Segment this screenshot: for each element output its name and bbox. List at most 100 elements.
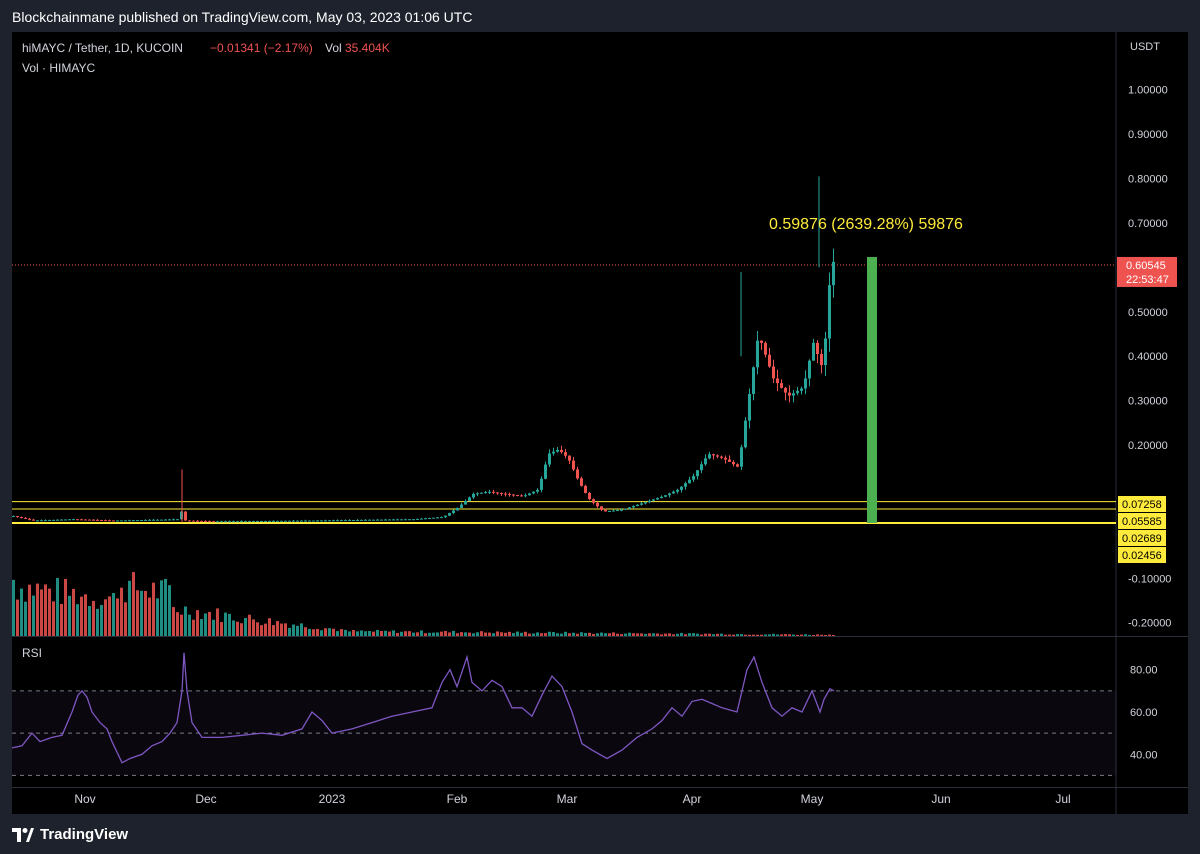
- candle-body: [680, 486, 683, 490]
- candle-body: [108, 520, 111, 522]
- volume-bar: [572, 632, 575, 636]
- candle-body: [148, 519, 151, 521]
- candle-body: [312, 520, 315, 522]
- candle-body: [336, 520, 339, 522]
- candle-body: [568, 455, 571, 461]
- volume-bar: [600, 632, 603, 636]
- volume-bar: [512, 633, 515, 636]
- candle-body: [612, 510, 615, 512]
- volume-bar: [628, 632, 631, 636]
- candle-body: [464, 500, 467, 505]
- volume-bar: [616, 633, 619, 636]
- volume-bar: [764, 634, 767, 636]
- candle-body: [740, 447, 743, 467]
- price-tick-label: 0.50000: [1128, 307, 1168, 319]
- horizontal-levels: [12, 264, 1116, 524]
- volume-bar: [120, 587, 123, 636]
- volume-bar: [716, 633, 719, 636]
- candle-body: [88, 519, 91, 521]
- candle-body: [584, 485, 587, 493]
- candle-body: [476, 493, 479, 495]
- volume-bar: [752, 634, 755, 636]
- candle-body: [48, 519, 51, 521]
- candle-body: [188, 520, 191, 522]
- candle-body: [668, 493, 671, 496]
- volume-bar: [468, 632, 471, 636]
- volume-bar: [84, 594, 87, 636]
- price-measurement[interactable]: 0.59876 (2639.28%) 59876: [769, 216, 963, 523]
- candles: [12, 176, 835, 523]
- candle-body: [256, 521, 259, 523]
- volume-bar: [412, 632, 415, 636]
- volume-bar: [336, 631, 339, 636]
- symbol-legend[interactable]: hiMAYC / Tether, 1D, KUCOIN: [22, 41, 183, 55]
- volume-indicator-label[interactable]: Vol · HIMAYC: [22, 61, 95, 75]
- candle-body: [104, 520, 107, 522]
- volume-bar: [540, 633, 543, 636]
- candle-body: [660, 496, 663, 499]
- volume-bar: [116, 598, 119, 636]
- price-tick-label: 0.70000: [1128, 218, 1168, 230]
- candle-body: [628, 507, 631, 509]
- volume-bar: [724, 634, 727, 636]
- volume-bar: [296, 625, 299, 636]
- candle-body: [420, 518, 423, 520]
- volume-bar: [448, 632, 451, 636]
- candle-body: [280, 520, 283, 522]
- volume-bar: [188, 614, 191, 636]
- time-tick-label: May: [801, 792, 824, 806]
- volume-bar: [208, 611, 211, 636]
- volume-bar: [484, 632, 487, 636]
- volume-bar: [176, 612, 179, 636]
- rsi-label[interactable]: RSI: [22, 646, 42, 660]
- candle-body: [492, 491, 495, 493]
- volume-bar: [624, 633, 627, 636]
- candle-body: [300, 520, 303, 522]
- candle-body: [264, 520, 267, 522]
- candle-body: [164, 519, 167, 521]
- time-axis-background: [12, 787, 1116, 814]
- volume-bar: [268, 618, 271, 636]
- candle-body: [384, 519, 387, 521]
- candle-body: [808, 360, 811, 379]
- volume-bar: [220, 622, 223, 636]
- candle-body: [172, 519, 175, 521]
- candle-body: [456, 507, 459, 511]
- volume-bar: [108, 596, 111, 636]
- footer-bar: [0, 818, 1200, 854]
- candle-body: [436, 517, 439, 519]
- candle-body: [688, 479, 691, 484]
- candle-body: [656, 498, 659, 500]
- candle-body: [784, 387, 787, 393]
- vol-prefix: Vol: [325, 41, 342, 55]
- price-tick-label: 0.80000: [1128, 174, 1168, 186]
- candle-body: [580, 478, 583, 486]
- volume-bar: [356, 631, 359, 636]
- candlestick-chart[interactable]: hiMAYC / Tether, 1D, KUCOIN −0.01341 (−2…: [12, 32, 1188, 814]
- time-axis[interactable]: Nov Dec 2023 Feb Mar Apr May Jun Jul: [74, 792, 1070, 806]
- candle-body: [288, 520, 291, 522]
- volume-bar: [488, 632, 491, 636]
- volume-bar: [404, 631, 407, 636]
- candle-body: [424, 518, 427, 520]
- volume-bar: [224, 612, 227, 636]
- volume-bar: [596, 633, 599, 636]
- candle-body: [84, 519, 87, 521]
- volume-bar: [300, 623, 303, 636]
- volume-bar: [72, 588, 75, 636]
- candle-body: [716, 455, 719, 457]
- volume-bar: [388, 631, 391, 636]
- tradingview-logo[interactable]: TradingView: [12, 826, 128, 843]
- candle-body: [168, 519, 171, 521]
- measurement-bar[interactable]: [867, 257, 877, 523]
- volume-bar: [80, 596, 83, 636]
- volume-bar: [704, 633, 707, 636]
- price-axis[interactable]: 1.00000 0.90000 0.80000 0.70000 0.50000 0.400…: [1117, 85, 1177, 762]
- candle-body: [440, 517, 443, 519]
- volume-bar: [676, 633, 679, 636]
- candle-body: [16, 516, 19, 518]
- candle-body: [816, 342, 819, 354]
- volume-bar: [440, 631, 443, 636]
- candle-body: [552, 451, 555, 454]
- volume-bar: [408, 631, 411, 636]
